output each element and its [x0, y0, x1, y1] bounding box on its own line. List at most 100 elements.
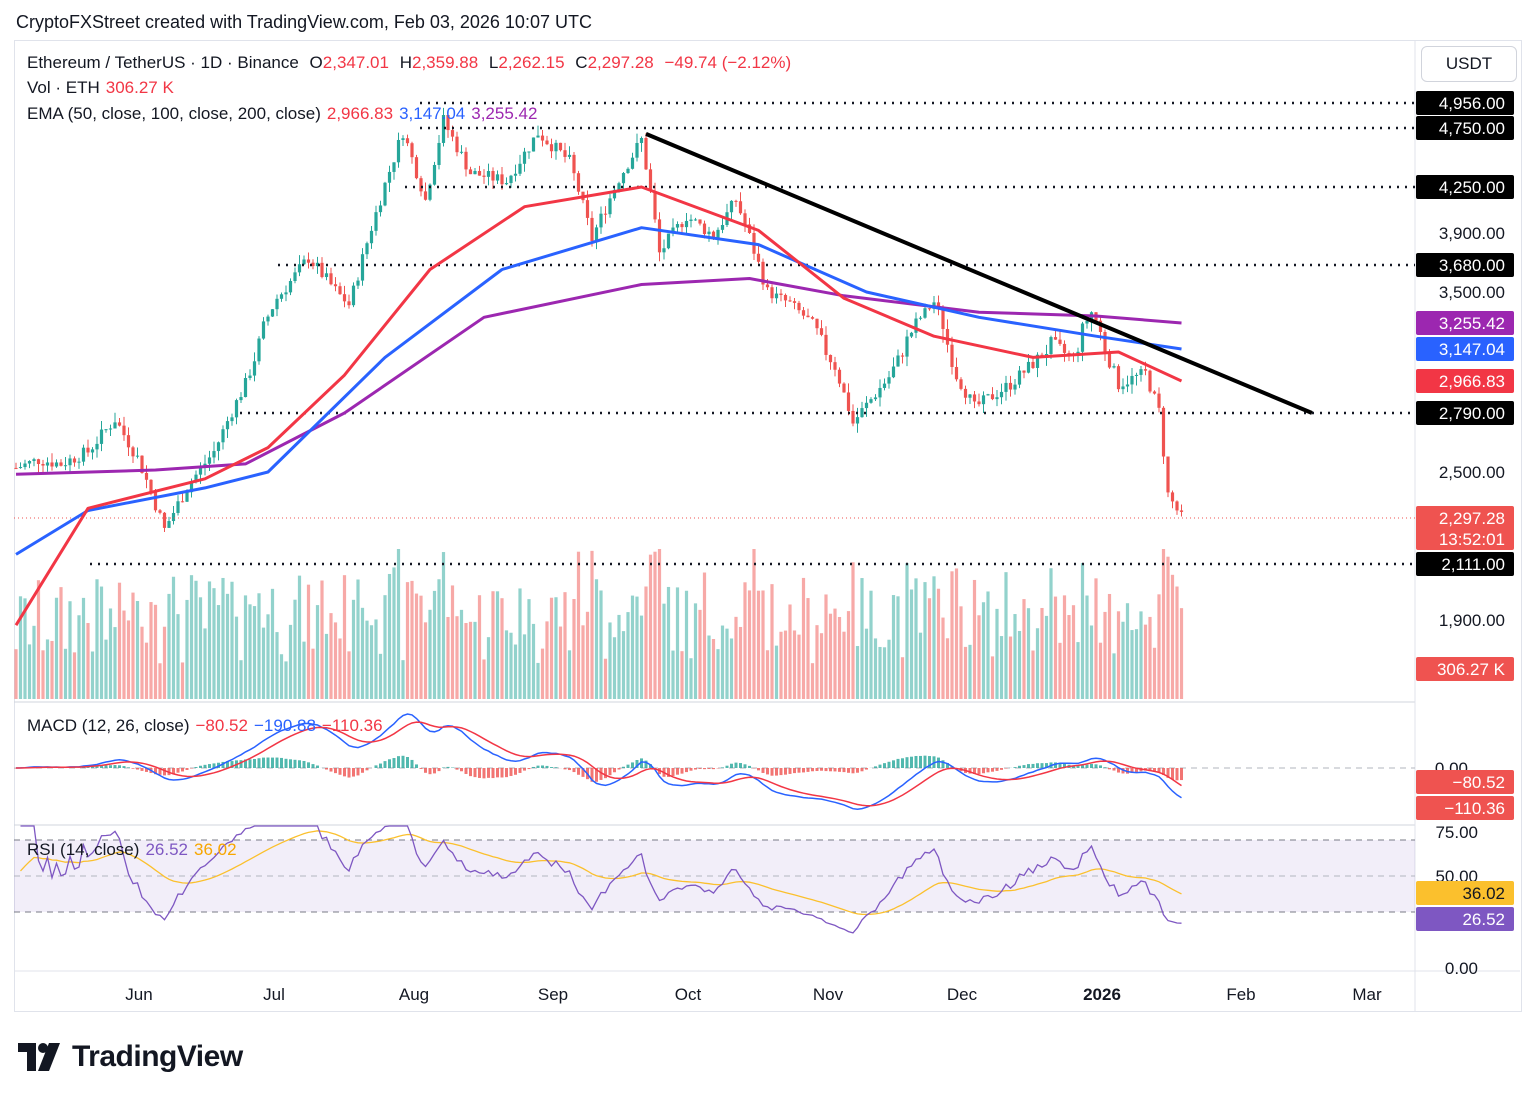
macd-histogram-bar [257, 758, 261, 768]
macd-histogram-bar [887, 761, 891, 768]
macd-histogram-bar [622, 766, 625, 768]
volume-bar [675, 587, 680, 699]
volume-bar [572, 599, 576, 699]
candle-body [693, 219, 698, 221]
candle-body [207, 457, 212, 464]
volume-bar [77, 615, 81, 699]
candle-body [648, 169, 653, 192]
volume-bar [90, 651, 95, 699]
macd-histogram-bar [478, 768, 481, 778]
volume-bar [720, 625, 725, 699]
volume-bar [594, 579, 599, 699]
volume-bar [45, 639, 50, 699]
candle-body [459, 151, 464, 153]
volume-bar [495, 591, 500, 699]
candle-body [194, 474, 198, 483]
candle-body [603, 213, 608, 215]
volume-bar [243, 595, 248, 699]
volume-bar [1157, 594, 1161, 699]
macd-hist-label-bg [1416, 770, 1514, 794]
candle-body [765, 284, 770, 288]
macd-histogram-bar [298, 760, 301, 768]
volume-bar [986, 591, 990, 699]
volume-bar [810, 663, 815, 699]
candle-body [428, 184, 432, 200]
macd-histogram-bar [833, 768, 837, 772]
volume-bar [729, 638, 734, 699]
volume-bar [1116, 611, 1121, 699]
tradingview-logo: TradingView [18, 1040, 243, 1074]
ema100-price-label-bg [1416, 337, 1514, 361]
chart-attribution: CryptoFXStreet created with TradingView.… [16, 12, 592, 32]
candle-body [630, 157, 635, 169]
macd-histogram-bar [1130, 768, 1134, 774]
volume-bar [1143, 624, 1148, 699]
volume-bar [878, 646, 882, 699]
candle-body [405, 138, 410, 144]
candle-body [626, 168, 630, 174]
candle-body [284, 292, 288, 295]
macd-histogram-bar [316, 765, 319, 768]
volume-bar [603, 658, 608, 699]
volume-bar [491, 591, 495, 699]
ema50-line [14, 185, 1183, 626]
descending-trendline[interactable] [645, 132, 1313, 415]
volume-bar [599, 590, 603, 699]
macd-histogram-bar [946, 762, 949, 768]
ema100-price-label: 3,147.04 [1439, 340, 1505, 359]
candle-body [446, 115, 450, 131]
candle-body [1143, 369, 1148, 371]
volume-bar [95, 579, 99, 699]
candle-body [90, 449, 95, 453]
candle-body [1175, 501, 1179, 511]
candle-body [878, 387, 882, 398]
candle-body [1035, 354, 1040, 368]
macd-histogram-bar [883, 763, 886, 768]
volume-bar [698, 609, 702, 699]
candle-body [1148, 370, 1152, 392]
macd-histogram-bar [676, 768, 679, 775]
macd-histogram-bar [901, 758, 904, 768]
level-price-label: 3,680.00 [1439, 256, 1505, 275]
volume-bar [558, 626, 563, 699]
macd-histogram-bar [226, 761, 229, 768]
candle-body [797, 302, 801, 311]
volume-bar [207, 581, 212, 699]
candle-body [369, 230, 374, 244]
volume-bar [248, 604, 252, 699]
candle-body [801, 310, 806, 316]
macd-histogram-bar [694, 768, 697, 770]
macd-histogram-bar [221, 761, 225, 768]
volume-price-label-bg [1416, 657, 1514, 681]
candle-body [585, 200, 590, 218]
volume-bar [977, 615, 981, 699]
candle-body [185, 492, 189, 502]
macd-histogram-bar [86, 766, 90, 768]
macd-histogram-bar [1153, 768, 1156, 772]
macd-histogram-bar [1094, 764, 1098, 768]
macd-histogram-bar [1081, 765, 1084, 768]
candle-body [828, 354, 833, 363]
candle-body [779, 293, 783, 295]
macd-histogram-bar [635, 759, 639, 768]
candle-body [63, 465, 68, 467]
volume-bar [1040, 607, 1044, 699]
volume-bar [365, 620, 369, 699]
volume-bar [180, 662, 185, 699]
volume-bar [702, 572, 707, 699]
macd-histogram-bar [1027, 764, 1030, 768]
candle-body [599, 213, 603, 228]
tradingview-logo-icon [18, 1043, 60, 1071]
volume-bar [522, 634, 527, 699]
candle-body [419, 178, 423, 192]
macd-histogram-bar [1022, 765, 1026, 768]
x-tick-label: Feb [1226, 985, 1255, 1004]
macd-histogram-bar [563, 768, 567, 770]
candle-body [36, 459, 41, 465]
candle-body [342, 294, 347, 302]
currency-selector[interactable]: USDT [1421, 46, 1517, 82]
volume-bar [923, 582, 927, 699]
candle-body [423, 191, 428, 200]
volume-bar [932, 576, 936, 699]
